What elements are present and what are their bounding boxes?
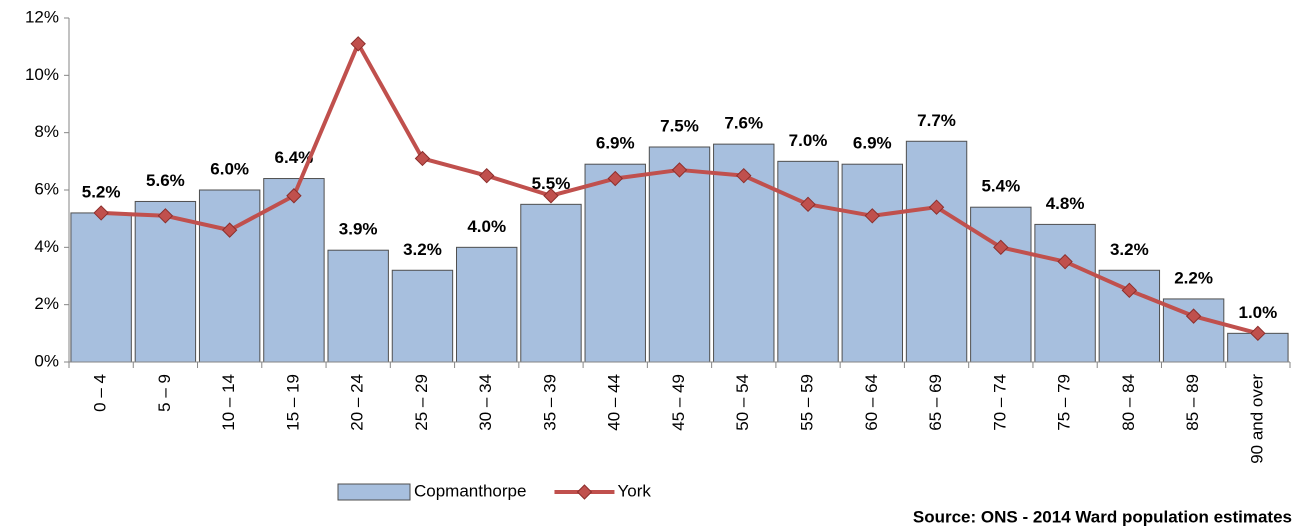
y-tick-label: 6%	[34, 179, 59, 198]
line-marker	[607, 170, 623, 187]
bar	[905, 140, 968, 363]
line-marker	[1250, 325, 1266, 342]
bar	[327, 249, 389, 363]
y-tick-label: 2%	[34, 294, 59, 313]
line-marker	[1185, 308, 1202, 324]
x-tick-label: 30 – 34	[476, 374, 495, 431]
data-label: 4.0%	[467, 217, 506, 236]
x-tick-label: 40 – 44	[605, 374, 624, 431]
data-label: 5.4%	[981, 177, 1020, 196]
data-label: 2.2%	[1174, 268, 1213, 287]
line-marker	[1057, 253, 1073, 270]
data-label: 5.5%	[532, 174, 571, 193]
bar	[777, 160, 839, 363]
x-tick-label: 65 – 69	[926, 374, 945, 431]
bar	[198, 189, 261, 363]
data-label: 1.0%	[1238, 303, 1277, 322]
data-label: 7.7%	[917, 111, 956, 130]
x-tick-label: 75 – 79	[1055, 374, 1074, 431]
y-tick-label: 10%	[25, 65, 59, 84]
data-label: 7.5%	[660, 116, 699, 135]
line-marker	[221, 222, 238, 238]
data-label: 6.4%	[275, 148, 314, 167]
x-tick-label: 45 – 49	[669, 374, 688, 431]
data-label: 7.0%	[789, 131, 828, 150]
line-marker	[543, 188, 559, 204]
line-marker	[350, 36, 366, 52]
y-tick-label: 0%	[34, 351, 59, 370]
line-marker	[864, 208, 880, 224]
x-tick-label: 90 and over	[1247, 374, 1266, 464]
data-label: 6.9%	[596, 134, 635, 153]
line-marker	[928, 199, 945, 215]
x-tick-label: 70 – 74	[990, 374, 1009, 431]
legend-label: Copmanthorpe	[414, 481, 526, 500]
line-marker	[286, 188, 302, 204]
bar	[970, 206, 1032, 363]
x-tick-label: 85 – 89	[1183, 374, 1202, 431]
bar	[520, 203, 582, 363]
x-tick-label: 80 – 84	[1119, 374, 1138, 431]
data-label: 6.9%	[853, 134, 892, 153]
data-label: 5.2%	[82, 182, 121, 201]
line-marker	[1121, 282, 1138, 299]
bar	[70, 212, 132, 363]
x-tick-label: 10 – 14	[219, 374, 238, 431]
legend-swatch	[337, 483, 411, 501]
data-label: 3.9%	[339, 220, 378, 239]
x-tick-label: 5 – 9	[155, 374, 174, 412]
x-tick-label: 50 – 54	[733, 374, 752, 431]
x-tick-label: 35 – 39	[540, 374, 559, 431]
data-label: 6.0%	[210, 159, 249, 178]
data-label: 7.6%	[724, 114, 763, 133]
y-tick-label: 12%	[25, 7, 59, 26]
line-marker	[479, 167, 495, 184]
line-marker	[671, 162, 688, 178]
bar	[456, 246, 518, 363]
data-label: 5.6%	[146, 171, 185, 190]
bar	[648, 146, 711, 363]
bar	[841, 163, 903, 363]
bar	[1034, 223, 1096, 363]
source-note: Source: ONS - 2014 Ward population estim…	[913, 507, 1292, 526]
data-label: 3.2%	[1110, 240, 1149, 259]
bar	[263, 178, 325, 363]
line-marker	[414, 150, 431, 167]
line-marker	[93, 205, 109, 221]
y-tick-label: 4%	[34, 237, 59, 256]
line-marker	[993, 239, 1009, 256]
line-marker	[800, 196, 816, 213]
x-tick-label: 55 – 59	[798, 374, 817, 431]
x-tick-label: 20 – 24	[348, 374, 367, 431]
x-tick-label: 0 – 4	[91, 374, 110, 412]
x-tick-label: 60 – 64	[862, 374, 881, 431]
line-marker	[157, 208, 174, 224]
bar	[134, 200, 197, 363]
x-tick-label: 25 – 29	[412, 374, 431, 431]
legend-label: York	[617, 481, 651, 500]
bar	[584, 163, 646, 363]
data-label: 4.8%	[1046, 194, 1085, 213]
bar	[391, 269, 454, 363]
y-tick-label: 8%	[34, 122, 59, 141]
legend-swatch	[576, 484, 593, 500]
line-marker	[736, 167, 752, 184]
data-label: 3.2%	[403, 240, 442, 259]
x-tick-label: 15 – 19	[283, 374, 302, 431]
